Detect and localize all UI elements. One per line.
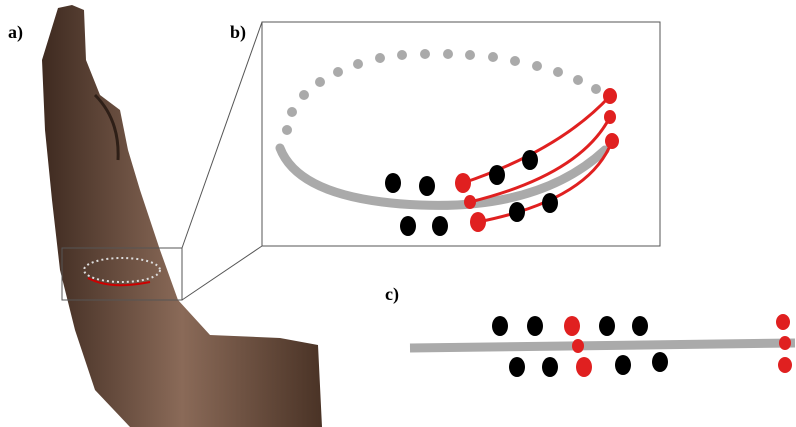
- zoom-line: [182, 246, 262, 300]
- zoom-line: [182, 22, 262, 248]
- unrolled-band: [410, 343, 795, 348]
- panel-label: b): [230, 22, 246, 43]
- panel-label: a): [8, 22, 23, 43]
- panel-label: c): [385, 284, 399, 305]
- figure: a) b) c): [0, 0, 796, 427]
